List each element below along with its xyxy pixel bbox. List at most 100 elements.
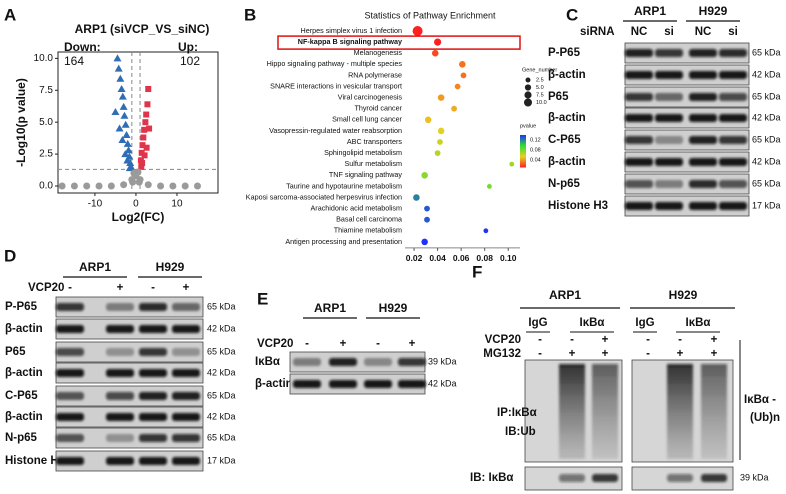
category-label: Melanogenesis	[354, 48, 403, 57]
row-label: P-P65	[548, 47, 581, 59]
lane-label: -	[538, 334, 542, 346]
size-label: 42 kDa	[752, 112, 781, 122]
point	[140, 134, 147, 141]
row-label: Histone H3	[548, 200, 608, 212]
panel-label: A	[4, 5, 16, 24]
size-label: 42 kDa	[752, 156, 781, 166]
dot	[413, 194, 420, 201]
band	[139, 348, 167, 356]
point	[181, 182, 189, 190]
band	[689, 136, 717, 144]
size-label: 17 kDa	[207, 455, 236, 465]
band	[106, 325, 134, 333]
dot	[434, 150, 441, 156]
dot	[434, 38, 442, 46]
point	[120, 111, 129, 119]
band	[172, 457, 200, 465]
size-label: 17 kDa	[752, 200, 781, 210]
band	[625, 202, 653, 210]
y-tick-label: 5.0	[39, 117, 53, 128]
condition-label: siRNA	[580, 26, 615, 38]
point	[125, 164, 134, 172]
row-label: β-actin	[5, 323, 43, 335]
legend-dot	[524, 98, 532, 107]
row-label: β-actin	[255, 378, 293, 390]
legend-dot	[524, 91, 532, 99]
point	[146, 125, 153, 132]
band	[139, 413, 167, 421]
band	[139, 369, 167, 377]
dot	[421, 238, 428, 246]
condition-label: VCP20	[485, 334, 521, 346]
panel-label: C	[566, 5, 578, 24]
lane-label: -	[305, 338, 309, 350]
band	[56, 303, 84, 311]
category-label: Small cell lung cancer	[332, 115, 403, 124]
band	[56, 348, 84, 356]
band	[719, 93, 747, 101]
band	[719, 180, 747, 188]
size-label: 42 kDa	[207, 367, 236, 377]
point	[111, 107, 120, 115]
lane-label: +	[677, 348, 684, 360]
point	[169, 182, 177, 190]
annotation: 102	[180, 54, 200, 68]
point	[144, 181, 152, 189]
point	[139, 142, 146, 149]
size-label: 65 kDa	[752, 91, 781, 101]
band	[689, 158, 717, 166]
band	[329, 358, 357, 366]
band	[106, 434, 134, 442]
point	[122, 130, 131, 138]
band	[592, 474, 618, 482]
category-label: TNF signaling pathway	[329, 170, 403, 179]
dot	[424, 216, 430, 223]
category-label: Sphingolipid metabolism	[324, 148, 402, 157]
band	[56, 457, 84, 465]
annotation: Up:	[178, 40, 198, 54]
category-label: Vasopressin-regulated water reabsorption	[269, 126, 402, 135]
point	[70, 182, 78, 190]
band	[56, 392, 84, 400]
y-tick-label: 0.0	[39, 181, 53, 192]
y-tick-label: 7.5	[39, 85, 53, 96]
band	[172, 413, 200, 421]
point	[144, 101, 151, 108]
lane-label: -	[678, 334, 682, 346]
legend-label: 2.5	[536, 77, 544, 83]
legend-label: 7.5	[536, 92, 544, 98]
band	[625, 114, 653, 122]
lane-label: +	[569, 348, 576, 360]
band	[689, 114, 717, 122]
point	[58, 182, 66, 190]
band	[172, 325, 200, 333]
category-label: NF-kappa B signaling pathway	[298, 37, 402, 46]
y-tick-label: 10.0	[34, 53, 54, 64]
dot	[454, 83, 461, 90]
row-label: β-actin	[548, 112, 586, 124]
dot	[412, 26, 423, 36]
dot	[437, 139, 443, 145]
row-label: β-actin	[548, 156, 586, 168]
band	[559, 474, 585, 482]
category-label: ABC transporters	[347, 137, 403, 146]
size-label: 39 kDa	[428, 356, 457, 366]
band	[719, 71, 747, 79]
antibody-label: IgG	[635, 317, 654, 329]
category-label: SNARE interactions in vesicular transpor…	[270, 81, 402, 90]
band	[172, 303, 200, 311]
lane-label: -	[151, 282, 155, 294]
band	[106, 457, 134, 465]
point	[139, 160, 146, 167]
size-label: 65 kDa	[207, 432, 236, 442]
chart-title: Statistics of Pathway Enrichment	[364, 10, 496, 20]
legend-title: pvalue	[520, 123, 536, 129]
colorbar-label: 0.08	[530, 147, 541, 153]
panel-label: F	[472, 262, 482, 281]
band	[364, 358, 392, 366]
band	[701, 474, 727, 482]
row-label: N-p65	[5, 432, 38, 444]
size-label: 65 kDa	[752, 47, 781, 57]
band	[719, 49, 747, 57]
